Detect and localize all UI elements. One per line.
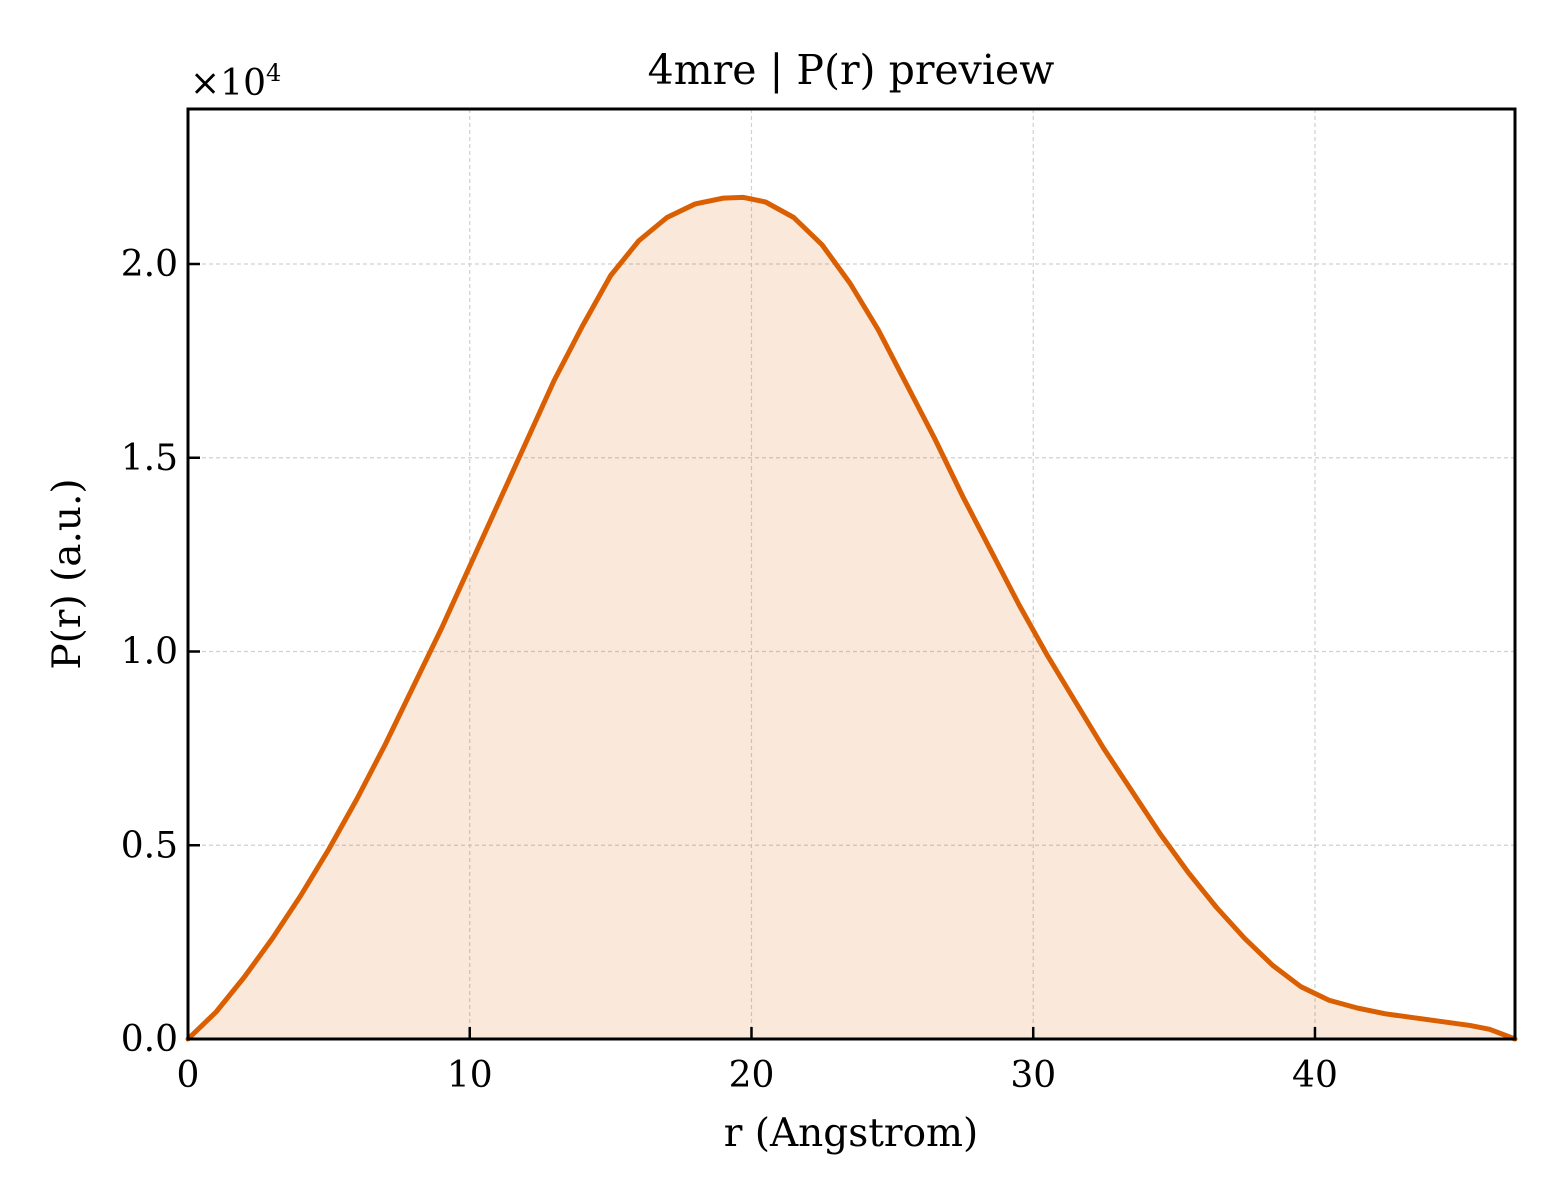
x-axis-ticks: 0 10 20 30 40 — [177, 1027, 1338, 1096]
x-tick-label: 40 — [1292, 1055, 1338, 1096]
y-tick-label: 0.0 — [121, 1019, 178, 1060]
x-tick-label: 0 — [177, 1055, 200, 1096]
y-axis-multiplier: ×104 — [190, 59, 281, 104]
series-line — [185, 194, 1518, 1042]
grid — [188, 109, 1515, 1039]
x-axis-label: r (Angstrom) — [724, 1111, 979, 1156]
x-tick-label: 10 — [447, 1055, 493, 1096]
y-multiplier-exponent: 4 — [266, 59, 281, 87]
series-area-fill — [188, 197, 1515, 1040]
plot-frame — [186, 107, 1517, 1041]
x-tick-label: 20 — [729, 1055, 775, 1096]
y-multiplier-base: ×10 — [190, 63, 266, 104]
x-tick-label: 30 — [1010, 1055, 1056, 1096]
y-tick-label: 2.0 — [121, 244, 178, 285]
y-axis-ticks: 0.0 0.5 1.0 1.5 2.0 — [121, 244, 200, 1060]
y-tick-label: 0.5 — [121, 825, 178, 866]
y-axis-label: P(r) (a.u.) — [45, 478, 90, 669]
y-tick-label: 1.5 — [121, 438, 178, 479]
chart-title: 4mre | P(r) preview — [648, 46, 1055, 94]
y-tick-label: 1.0 — [121, 632, 178, 673]
